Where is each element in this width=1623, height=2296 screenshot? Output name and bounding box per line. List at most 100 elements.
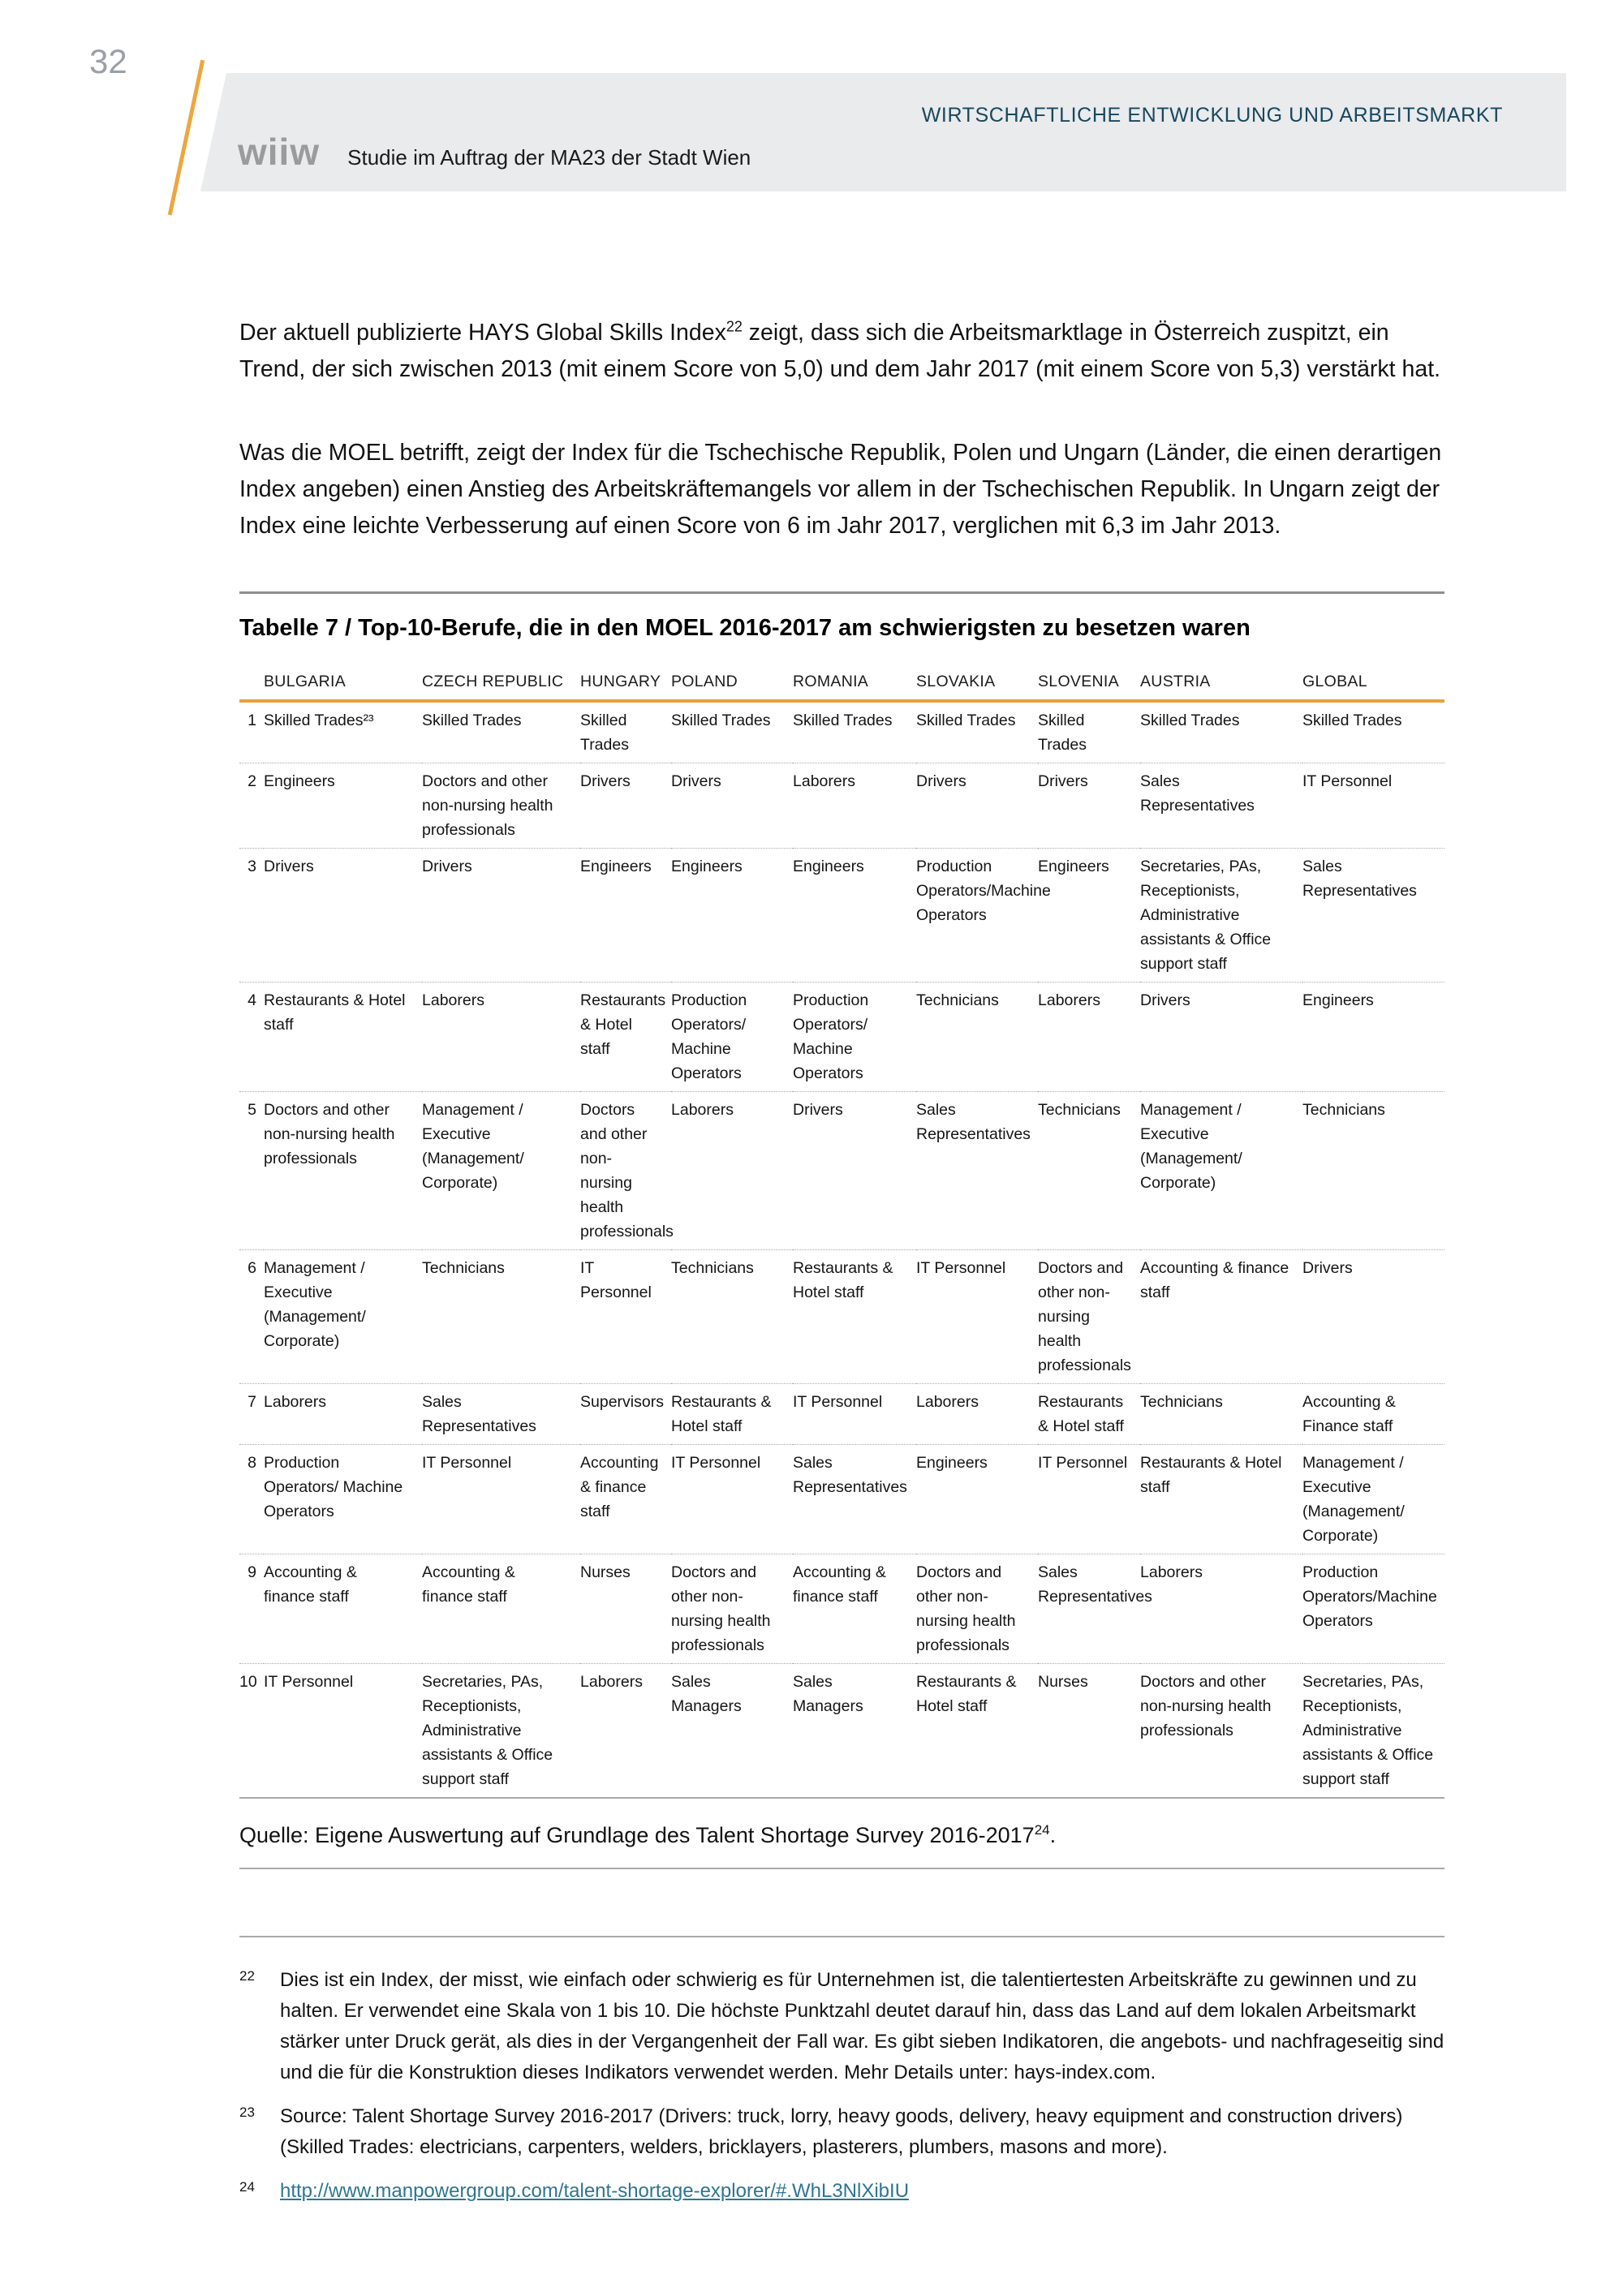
occupation-cell: Restaurants & Hotel staff xyxy=(671,1383,793,1445)
occupation-cell: Skilled Trades xyxy=(671,701,793,763)
occupation-cell: Accounting & finance staff xyxy=(1140,1249,1302,1384)
source-line: Quelle: Eigene Auswertung auf Grundlage … xyxy=(239,1823,1444,1848)
occupation-cell: Skilled Trades xyxy=(1038,701,1140,763)
table-row: 3 Drivers Drivers Engineers Engineers Enginee… xyxy=(239,848,1444,982)
footnote-ref-22[interactable]: 22 xyxy=(725,318,743,335)
occupation-cell: Laborers xyxy=(1038,982,1140,1092)
occupation-cell: Technicians xyxy=(1038,1091,1140,1250)
paragraph-2: Was die MOEL betrifft, zeigt der Index f… xyxy=(239,440,1442,539)
occupation-cell: Secretaries, PAs, Receptionists, Adminis… xyxy=(422,1663,580,1799)
occupation-cell: Nurses xyxy=(1038,1663,1140,1799)
table-row: 9 Accounting & finance staff Accounting & … xyxy=(239,1554,1444,1664)
occupation-cell: Engineers xyxy=(264,763,422,849)
occupation-cell: Laborers xyxy=(264,1383,422,1445)
row-rank: 4 xyxy=(239,982,264,1092)
table-row: 5 Doctors and other non-nursing health pr… xyxy=(239,1091,1444,1250)
occupation-cell: Management / Executive (Management/ Corp… xyxy=(264,1249,422,1384)
occupation-cell: Production Operators/ Machine Operators xyxy=(671,982,793,1092)
occupation-cell: IT Personnel xyxy=(422,1444,580,1554)
occupation-cell: IT Personnel xyxy=(264,1663,422,1799)
occupation-cell: Technicians xyxy=(916,982,1038,1092)
occupation-cell: Supervisors xyxy=(580,1383,671,1445)
occupation-cell: Accounting & finance staff xyxy=(264,1554,422,1664)
table-row: 2 Engineers Doctors and other non-nursing … xyxy=(239,763,1444,849)
occupation-cell: Skilled Trades xyxy=(1302,701,1444,763)
occupation-cell: Skilled Trades xyxy=(793,701,916,763)
occupation-cell: Sales Representatives xyxy=(422,1383,580,1445)
occupation-cell: Laborers xyxy=(422,982,580,1092)
paragraph-1: Der aktuell publizierte HAYS Global Skil… xyxy=(239,315,1444,388)
occupation-cell: Sales Representatives xyxy=(1140,763,1302,849)
occupation-cell: Nurses xyxy=(580,1554,671,1664)
occupation-cell: Sales Representatives xyxy=(1038,1554,1152,1664)
row-rank: 5 xyxy=(239,1091,264,1250)
occupation-cell: Sales Representatives xyxy=(793,1444,916,1554)
row-rank: 1 xyxy=(239,701,264,763)
column-header-hungary: HUNGARY xyxy=(580,669,671,703)
occupation-cell: IT Personnel xyxy=(1302,763,1444,849)
footnote-24-text: http://www.manpowergroup.com/talent-shor… xyxy=(280,2176,1444,2207)
occupation-cell: Engineers xyxy=(580,848,671,982)
occupation-cell: Accounting & finance staff xyxy=(793,1554,916,1664)
running-header-title: WIRTSCHAFTLICHE ENTWICKLUNG UND ARBEITSM… xyxy=(921,104,1503,127)
table-row: 10 IT Personnel Secretaries, PAs, Receptio… xyxy=(239,1663,1444,1799)
occupation-cell: Technicians xyxy=(1302,1091,1444,1250)
divider-above-table-title xyxy=(239,591,1444,594)
source-text-end: . xyxy=(1049,1823,1057,1847)
occupation-cell: Management / Executive (Management/ Corp… xyxy=(1140,1091,1302,1250)
divider-below-source xyxy=(239,1868,1444,1869)
occupation-cell: Laborers xyxy=(1140,1554,1302,1664)
occupation-cell: Engineers xyxy=(793,848,916,982)
occupation-cell: Doctors and other non-nursing health pro… xyxy=(580,1091,674,1250)
occupation-cell: Restaurants & Hotel staff xyxy=(1140,1444,1302,1554)
occupation-cell: Drivers xyxy=(1302,1249,1444,1384)
table-row: 4 Restaurants & Hotel staff Laborers Restau… xyxy=(239,982,1444,1092)
occupation-cell: Doctors and other non-nursing health pro… xyxy=(1038,1249,1140,1384)
occupation-cell: Engineers xyxy=(1038,848,1140,982)
column-header-bulgaria: BULGARIA xyxy=(264,669,422,703)
footnote-23: 23 Source: Talent Shortage Survey 2016-2… xyxy=(239,2101,1444,2163)
occupation-cell: Drivers xyxy=(671,763,793,849)
paragraph-1-text: Der aktuell publizierte HAYS Global Skil… xyxy=(239,320,726,346)
occupation-cell: IT Personnel xyxy=(1038,1444,1140,1554)
occupation-cell: Accounting & finance staff xyxy=(422,1554,580,1664)
occupation-cell: Sales Managers xyxy=(793,1663,916,1799)
occupation-cell: Restaurants & Hotel staff xyxy=(264,982,422,1092)
row-rank: 7 xyxy=(239,1383,264,1445)
occupation-cell: Restaurants & Hotel staff xyxy=(580,982,671,1092)
footnote-ref-24[interactable]: 24 xyxy=(1034,1822,1050,1838)
footnote-22-text: Dies ist ein Index, der misst, wie einfa… xyxy=(280,1969,1444,2083)
footnote-23-marker: 23 xyxy=(239,2105,255,2120)
occupation-cell: Skilled Trades xyxy=(1140,701,1302,763)
table-title: Tabelle 7 / Top-10-Berufe, die in den MO… xyxy=(239,615,1251,641)
occupation-cell: IT Personnel xyxy=(916,1249,1038,1384)
occupation-cell: IT Personnel xyxy=(671,1444,793,1554)
occupation-cell: Engineers xyxy=(1302,982,1444,1092)
occupation-cell: Management / Executive (Management/ Corp… xyxy=(1302,1444,1444,1554)
occupation-cell: Drivers xyxy=(916,763,1038,849)
occupation-cell: Technicians xyxy=(671,1249,793,1384)
column-header-austria: AUSTRIA xyxy=(1140,669,1302,703)
column-header-slovakia: SLOVAKIA xyxy=(916,669,1038,703)
wiiw-logo: wiiw xyxy=(238,131,321,173)
rank-column-header xyxy=(239,669,264,703)
occupation-cell: Drivers xyxy=(793,1091,916,1250)
manpowergroup-link[interactable]: http://www.manpowergroup.com/talent-shor… xyxy=(280,2180,910,2202)
page-number: 32 xyxy=(89,42,127,80)
occupation-cell: IT Personnel xyxy=(580,1249,671,1384)
occupation-cell: Doctors and other non-nursing health pro… xyxy=(1140,1663,1302,1799)
occupation-cell: Skilled Trades xyxy=(580,701,671,763)
occupation-cell: Drivers xyxy=(580,763,671,849)
occupation-cell: Secretaries, PAs, Receptionists, Adminis… xyxy=(1302,1663,1444,1799)
orange-slash-decoration xyxy=(167,59,205,216)
occupation-cell: Sales Representatives xyxy=(1302,848,1444,982)
source-text: Quelle: Eigene Auswertung auf Grundlage … xyxy=(239,1823,1035,1847)
occupation-cell: Engineers xyxy=(671,848,793,982)
footnote-24: 24 http://www.manpowergroup.com/talent-s… xyxy=(239,2176,1444,2207)
occupation-cell: Drivers xyxy=(1140,982,1302,1092)
occupation-cell: Restaurants & Hotel staff xyxy=(1038,1383,1140,1445)
table-row: 7 Laborers Sales Representatives Supervisor… xyxy=(239,1383,1444,1445)
header-banner: WIRTSCHAFTLICHE ENTWICKLUNG UND ARBEITSM… xyxy=(200,73,1566,191)
occupation-cell: Production Operators/Machine Operators xyxy=(916,848,1051,982)
